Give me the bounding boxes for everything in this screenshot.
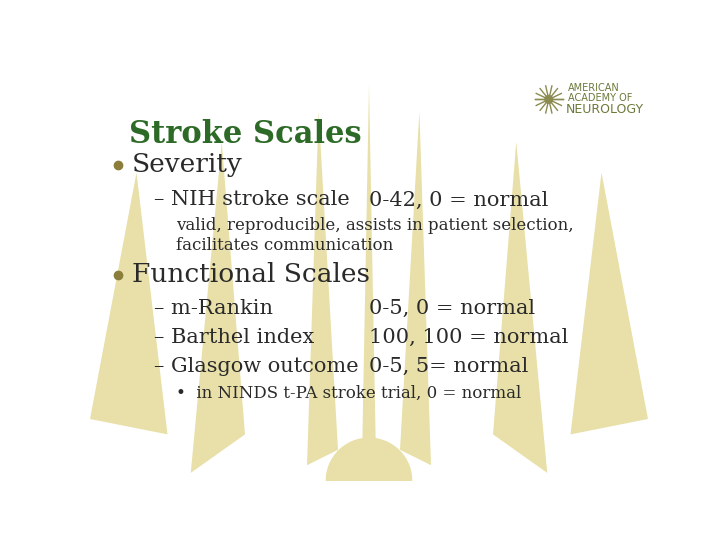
Polygon shape (493, 142, 547, 473)
Text: ACADEMY OF: ACADEMY OF (568, 93, 633, 103)
Text: – m-Rankin: – m-Rankin (154, 299, 273, 318)
Polygon shape (307, 111, 338, 465)
Text: AMERICAN: AMERICAN (568, 83, 620, 93)
Polygon shape (90, 173, 168, 434)
Text: – NIH stroke scale: – NIH stroke scale (154, 191, 350, 210)
Text: facilitates communication: facilitates communication (176, 237, 394, 254)
Text: 0-5, 5= normal: 0-5, 5= normal (369, 357, 528, 376)
Text: – Glasgow outcome: – Glasgow outcome (154, 357, 359, 376)
Polygon shape (362, 84, 376, 457)
Text: Functional Scales: Functional Scales (132, 262, 370, 287)
Text: – Barthel index: – Barthel index (154, 328, 315, 347)
Polygon shape (191, 142, 245, 473)
Text: 0-42, 0 = normal: 0-42, 0 = normal (369, 191, 549, 210)
Circle shape (545, 96, 553, 103)
Polygon shape (400, 111, 431, 465)
Text: valid, reproducible, assists in patient selection,: valid, reproducible, assists in patient … (176, 217, 574, 234)
Text: Severity: Severity (132, 152, 243, 177)
Text: Stroke Scales: Stroke Scales (129, 119, 361, 150)
Text: NEUROLOGY: NEUROLOGY (566, 103, 644, 116)
Text: 100, 100 = normal: 100, 100 = normal (369, 328, 568, 347)
Polygon shape (570, 173, 648, 434)
Text: 0-5, 0 = normal: 0-5, 0 = normal (369, 299, 535, 318)
Text: •  in NINDS t-PA stroke trial, 0 = normal: • in NINDS t-PA stroke trial, 0 = normal (176, 385, 522, 402)
Circle shape (326, 438, 412, 523)
